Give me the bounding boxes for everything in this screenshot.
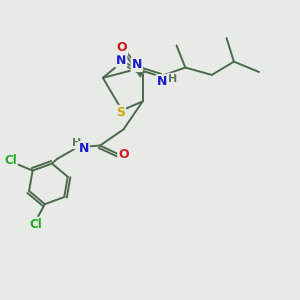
Text: N: N [116,54,126,67]
Text: N: N [132,58,142,71]
Text: Cl: Cl [30,218,42,231]
Text: H: H [72,138,81,148]
Text: N: N [157,75,167,88]
Text: O: O [117,41,127,54]
Text: N: N [79,142,89,155]
Text: S: S [116,106,125,119]
Text: Cl: Cl [4,154,17,167]
Text: O: O [118,148,129,161]
Text: H: H [168,74,177,84]
